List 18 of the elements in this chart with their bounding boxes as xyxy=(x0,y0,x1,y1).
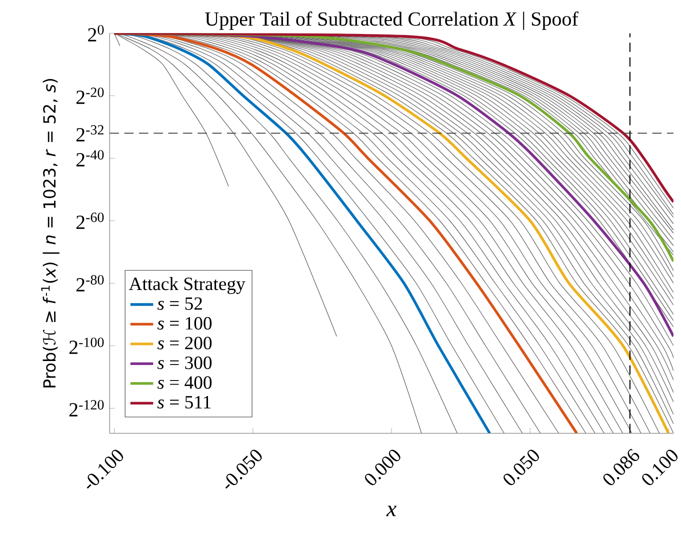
legend-label: s = 52 xyxy=(157,297,202,310)
y-tick-label: 2$^{-40}$ xyxy=(76,150,104,166)
x-axis-title: x xyxy=(386,506,396,516)
legend-title: Attack Strategy xyxy=(128,277,246,294)
y-tick-label: 2$^{-120}$ xyxy=(69,400,104,416)
text: Prob(ℋ ≥ f$^{-1}$(x) | n = 1023, r = 52, s) xyxy=(41,78,60,388)
y-tick-label: 2$^{-60}$ xyxy=(76,212,104,229)
y-tick-label: 2$^{-20}$ xyxy=(76,88,104,104)
y-tick-label: 2$^{0}$ xyxy=(88,25,104,42)
y-tick-label: 2$^{-32}$ xyxy=(76,125,104,142)
legend-label: s = 300 xyxy=(157,356,212,370)
y-tick-label: 2$^{-80}$ xyxy=(76,275,104,292)
chart-title: Upper Tail of Subtracted Correlation X | Spoof xyxy=(205,11,578,30)
legend-label: s = 400 xyxy=(157,376,212,389)
legend-label: s = 511 xyxy=(157,396,211,409)
legend-label: s = 100 xyxy=(157,317,212,330)
y-tick-label: 2$^{-100}$ xyxy=(69,338,104,354)
legend-label: s = 200 xyxy=(157,336,212,350)
